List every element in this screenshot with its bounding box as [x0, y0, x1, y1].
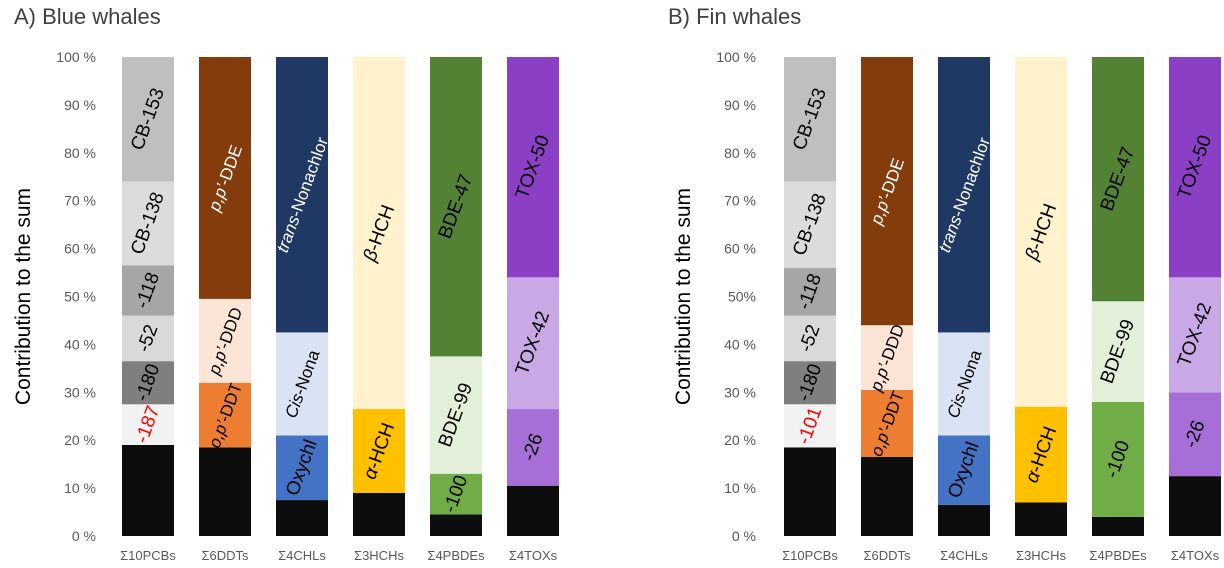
bar-segment [199, 382, 251, 448]
x-category-label: Σ4TOXs [509, 548, 558, 563]
bar-segment [1092, 301, 1144, 402]
y-tick-label: 40 % [724, 336, 756, 352]
y-tick-label: 80 % [724, 145, 756, 161]
y-tick-label: 20 % [64, 432, 96, 448]
x-category-label: Σ6DDTs [201, 548, 249, 563]
y-tick-label: 10 % [64, 480, 96, 496]
y-tick-label: 40 % [64, 336, 96, 352]
bar-segment [276, 435, 328, 501]
bar-segment [353, 57, 405, 410]
y-tick-label: 30 % [724, 384, 756, 400]
bar-segment [122, 404, 174, 445]
bar-segment [507, 485, 559, 536]
bar-segment [122, 444, 174, 536]
y-tick-label: 20 % [724, 432, 756, 448]
bar-segment [353, 409, 405, 493]
stacked-bar-chart: 0 % 10 % 20 % 30 % 40 % 50 % 60 % 70 % 80 % 90 % 1… [12, 49, 559, 563]
y-tick-label: 50 % [64, 289, 96, 305]
bar-segment [1169, 476, 1221, 536]
bar-segment [938, 332, 990, 436]
y-tick-label: 0 % [732, 528, 756, 544]
x-category-label: Σ3HCHs [354, 548, 404, 563]
bar-segment [122, 265, 174, 316]
bar-segment [430, 473, 482, 515]
y-tick-label: 100 % [716, 49, 756, 65]
y-tick-label: 60 % [724, 241, 756, 257]
bar-segment [784, 361, 836, 405]
y-tick-label: 80 % [64, 145, 96, 161]
x-category-label: Σ4PBDEs [427, 548, 485, 563]
bar-segment [199, 57, 251, 299]
y-axis-label: Contribution to the sum [672, 188, 695, 405]
bar-segment [1169, 277, 1221, 393]
bar-segment [276, 57, 328, 333]
y-tick-label: 70 % [724, 193, 756, 209]
x-category-label: Σ4CHLs [940, 548, 988, 563]
bar-segment [1169, 392, 1221, 477]
bar-segment [276, 500, 328, 536]
y-tick-label: 70 % [64, 193, 96, 209]
bar-segment [861, 325, 913, 390]
bar-segment [861, 389, 913, 457]
x-category-label: Σ10PCBs [782, 548, 838, 563]
bar-segment [784, 447, 836, 536]
bar-segment [199, 298, 251, 383]
bar-segment [122, 181, 174, 266]
y-tick-label: 90 % [724, 97, 756, 113]
bar-segment [1169, 57, 1221, 278]
x-category-label: Σ6DDTs [863, 548, 911, 563]
y-tick-label: 100 % [56, 49, 96, 65]
bar-segment [430, 514, 482, 536]
chart-title: A) Blue whales [14, 4, 161, 29]
y-tick-label: 90 % [64, 97, 96, 113]
bar-segment [122, 57, 174, 182]
y-tick-label: 50% [728, 289, 756, 305]
bar-segment [784, 315, 836, 362]
y-tick-label: 30 % [64, 384, 96, 400]
chart-panel-fin-whales: B) Fin whales 0 % 10 % 20 % 30 % 40 % 50% 60 %… [612, 0, 1224, 568]
stacked-bar-chart: 0 % 10 % 20 % 30 % 40 % 50% 60 % 70 % 80 % 90 % 10… [672, 49, 1221, 563]
bar-segment [276, 332, 328, 436]
bar-segment [861, 456, 913, 536]
x-category-label: Σ3HCHs [1016, 548, 1066, 563]
x-category-label: Σ4CHLs [278, 548, 326, 563]
chart-title: B) Fin whales [668, 4, 802, 29]
bar-segment [784, 404, 836, 448]
bar-segment [1092, 516, 1144, 536]
x-category-label: Σ4PBDEs [1089, 548, 1147, 563]
bar-segment [1092, 401, 1144, 517]
bar-segment [938, 435, 990, 505]
bar-segment [430, 356, 482, 474]
bar-segment [784, 181, 836, 268]
bar-segment [353, 492, 405, 536]
bar-segment [507, 409, 559, 486]
bar-segment [784, 267, 836, 316]
bar-segment [1015, 57, 1067, 407]
bar-segment [1015, 406, 1067, 503]
y-axis-label: Contribution to the sum [12, 188, 35, 405]
bar-segment [122, 361, 174, 405]
chart-panel-blue-whales: A) Blue whales 0 % 10 % 20 % 30 % 40 % 50 % 60… [12, 4, 559, 563]
y-tick-label: 60 % [64, 241, 96, 257]
bar-segment [784, 57, 836, 182]
bar-segment [199, 447, 251, 536]
x-category-label: Σ4TOXs [1171, 548, 1220, 563]
bar-segment [1092, 57, 1144, 302]
bar-segment [430, 57, 482, 357]
bar-segment [122, 315, 174, 362]
y-tick-label: 10 % [724, 480, 756, 496]
bar-segment [1015, 502, 1067, 536]
y-tick-label: 0 % [72, 528, 96, 544]
bar-segment [507, 277, 559, 410]
bar-segment [507, 57, 559, 278]
x-category-label: Σ10PCBs [120, 548, 176, 563]
bar-segment [861, 57, 913, 326]
bar-segment [938, 57, 990, 333]
bar-segment [938, 504, 990, 536]
